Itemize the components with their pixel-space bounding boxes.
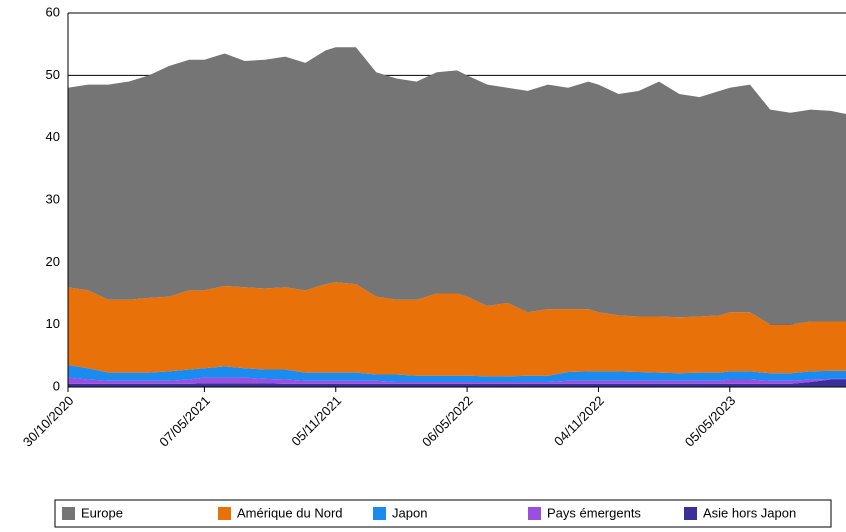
legend-swatch bbox=[684, 507, 697, 520]
area bbox=[68, 377, 846, 384]
area bbox=[68, 365, 846, 383]
legend-label: Pays émergents bbox=[547, 505, 641, 520]
x-tick-label: 30/10/2020 bbox=[20, 393, 77, 450]
area bbox=[68, 282, 846, 377]
y-tick-label: 0 bbox=[53, 378, 60, 393]
x-tick-label: 06/05/2022 bbox=[419, 393, 476, 450]
legend-label: Amérique du Nord bbox=[237, 505, 343, 520]
legend-swatch bbox=[373, 507, 386, 520]
plot-area bbox=[68, 12, 846, 388]
area bbox=[68, 47, 846, 325]
legend-label: Japon bbox=[392, 505, 427, 520]
legend-label: Europe bbox=[81, 505, 123, 520]
x-tick-label: 04/11/2022 bbox=[551, 393, 607, 449]
area bbox=[68, 379, 846, 387]
y-tick-label: 60 bbox=[46, 4, 60, 19]
legend-swatch bbox=[528, 507, 541, 520]
y-tick-label: 20 bbox=[46, 254, 60, 269]
y-tick-label: 50 bbox=[46, 67, 60, 82]
legend-box bbox=[54, 499, 832, 528]
x-tick-label: 07/05/2021 bbox=[156, 393, 213, 450]
legend-label: Asie hors Japon bbox=[703, 505, 796, 520]
x-tick-label: 05/11/2021 bbox=[288, 393, 344, 449]
x-tick-label: 05/05/2023 bbox=[682, 393, 739, 450]
y-tick-label: 40 bbox=[46, 129, 60, 144]
y-tick-label: 10 bbox=[46, 316, 60, 331]
legend-swatch bbox=[62, 507, 75, 520]
y-tick-label: 30 bbox=[46, 191, 60, 206]
legend-swatch bbox=[218, 507, 231, 520]
